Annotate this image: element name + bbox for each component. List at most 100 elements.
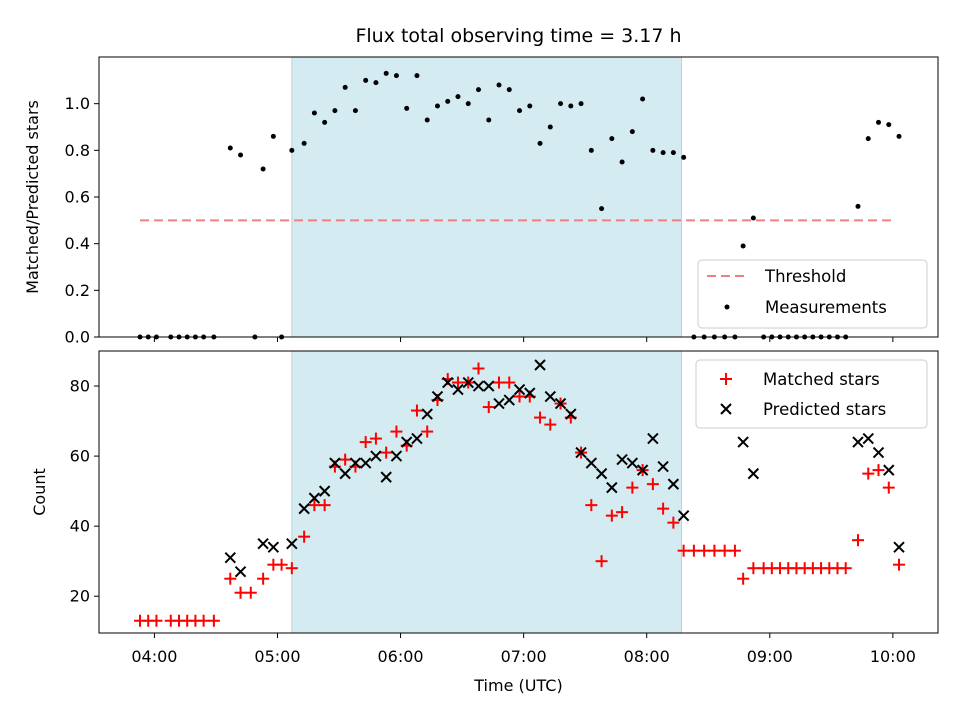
measurement-point xyxy=(599,206,605,212)
measurement-point xyxy=(517,108,523,114)
matched-star-point xyxy=(616,506,629,519)
predicted-star-point xyxy=(308,492,321,504)
top-y-tick-label: 0.8 xyxy=(65,141,90,160)
measurement-point xyxy=(681,154,687,160)
matched-star-point xyxy=(893,558,906,571)
matched-star-point xyxy=(318,499,331,512)
matched-star-point xyxy=(544,418,557,431)
matched-star-point xyxy=(380,446,393,459)
predicted-star-point xyxy=(349,457,362,469)
matched-star-point xyxy=(667,516,680,529)
matched-star-point xyxy=(244,586,257,599)
top-y-tick-label: 0.2 xyxy=(65,281,90,300)
matched-star-point xyxy=(197,614,210,627)
predicted-star-point xyxy=(380,471,392,483)
predicted-star-point xyxy=(554,397,567,410)
measurement-point xyxy=(434,103,440,109)
matched-star-point xyxy=(882,481,895,494)
matched-star-point xyxy=(359,436,372,449)
bottom-panel: 20 40 60 80 04:00 05:00 06:00 07:00 08:00 09:00 1… xyxy=(30,350,939,695)
matched-star-point xyxy=(708,544,721,557)
predicted-star-point xyxy=(737,436,749,448)
measurement-point xyxy=(301,140,307,146)
measurement-point xyxy=(588,147,594,153)
matched-star-point xyxy=(285,562,298,575)
top-panel: 0.0 0.2 0.4 0.6 0.8 1.0 Flux total observing … xyxy=(23,25,939,347)
matched-star-point xyxy=(605,509,618,522)
matched-star-point xyxy=(585,499,598,512)
measurement-point xyxy=(404,105,410,111)
measurement-point xyxy=(227,145,233,151)
bottom-y-tick-label: 40 xyxy=(70,517,90,536)
measurement-point xyxy=(260,166,266,172)
bottom-y-tick-label: 60 xyxy=(70,447,90,466)
bottom-y-tick-label: 20 xyxy=(70,587,90,606)
predicted-star-point xyxy=(462,376,474,389)
measurement-point xyxy=(486,117,492,123)
bottom-x-tick-label: 09:00 xyxy=(747,647,793,666)
predicted-star-point xyxy=(616,453,628,466)
predicted-star-point xyxy=(286,537,298,550)
predicted-star-point xyxy=(534,359,546,371)
matched-star-point xyxy=(482,401,495,414)
matched-star-point xyxy=(737,572,750,585)
top-chart-title: Flux total observing time = 3.17 h xyxy=(355,25,681,47)
matched-star-point xyxy=(369,432,382,445)
measurement-point xyxy=(527,103,533,109)
matched-star-point xyxy=(472,362,485,375)
matched-star-point xyxy=(257,572,270,585)
measurement-point xyxy=(740,243,746,249)
predicted-star-point xyxy=(513,383,526,396)
predicted-star-point xyxy=(852,436,864,448)
measurement-point xyxy=(750,215,756,221)
predicted-star-point xyxy=(565,408,577,420)
predicted-star-point xyxy=(318,485,331,497)
measurement-point xyxy=(660,150,666,156)
bottom-x-axis-label: Time (UTC) xyxy=(473,676,562,695)
top-y-tick-label: 0.0 xyxy=(65,328,90,347)
measurement-point xyxy=(896,133,902,139)
matched-star-point xyxy=(534,411,547,424)
bottom-x-ticks: 04:00 05:00 06:00 07:00 08:00 09:00 10:00 xyxy=(131,633,916,666)
measurement-point xyxy=(455,94,461,100)
bottom-predicted-layer xyxy=(224,359,905,578)
measurement-point xyxy=(445,98,451,104)
measurement-point xyxy=(568,103,574,109)
predicted-star-point xyxy=(234,565,247,578)
predicted-star-point xyxy=(339,467,351,480)
matched-star-point xyxy=(339,453,352,466)
legend-predicted-swatch xyxy=(720,403,732,415)
predicted-star-point xyxy=(472,380,485,392)
measurement-point xyxy=(289,147,295,153)
matched-star-point xyxy=(862,467,875,480)
measurement-point xyxy=(537,140,543,146)
top-legend: Threshold Measurements xyxy=(697,259,928,329)
matched-star-point xyxy=(421,425,434,438)
predicted-star-point xyxy=(667,478,680,490)
matched-star-point xyxy=(390,425,403,438)
matched-star-point xyxy=(503,376,516,389)
measurement-point xyxy=(886,122,892,128)
bottom-x-tick-label: 07:00 xyxy=(501,647,547,666)
measurement-point xyxy=(238,152,244,158)
matched-star-point xyxy=(513,390,526,403)
legend-threshold-label: Threshold xyxy=(764,267,846,286)
predicted-star-point xyxy=(862,432,874,445)
predicted-star-point xyxy=(893,541,905,553)
predicted-star-point xyxy=(575,446,587,459)
measurement-point xyxy=(352,108,358,114)
measurement-point xyxy=(558,101,564,107)
top-observing-window xyxy=(291,56,682,338)
predicted-star-point xyxy=(544,390,557,403)
predicted-star-point xyxy=(503,394,515,406)
matched-star-point xyxy=(728,544,741,557)
top-y-ticks: 0.0 0.2 0.4 0.6 0.8 1.0 xyxy=(65,94,99,347)
measurement-point xyxy=(865,136,871,142)
predicted-star-point xyxy=(257,537,269,550)
measurement-point xyxy=(322,119,328,125)
predicted-star-point xyxy=(359,457,372,469)
top-y-tick-label: 1.0 xyxy=(65,94,90,113)
bottom-plot-frame xyxy=(98,350,939,634)
measurement-point xyxy=(342,84,348,90)
legend-matched-swatch xyxy=(720,373,732,385)
